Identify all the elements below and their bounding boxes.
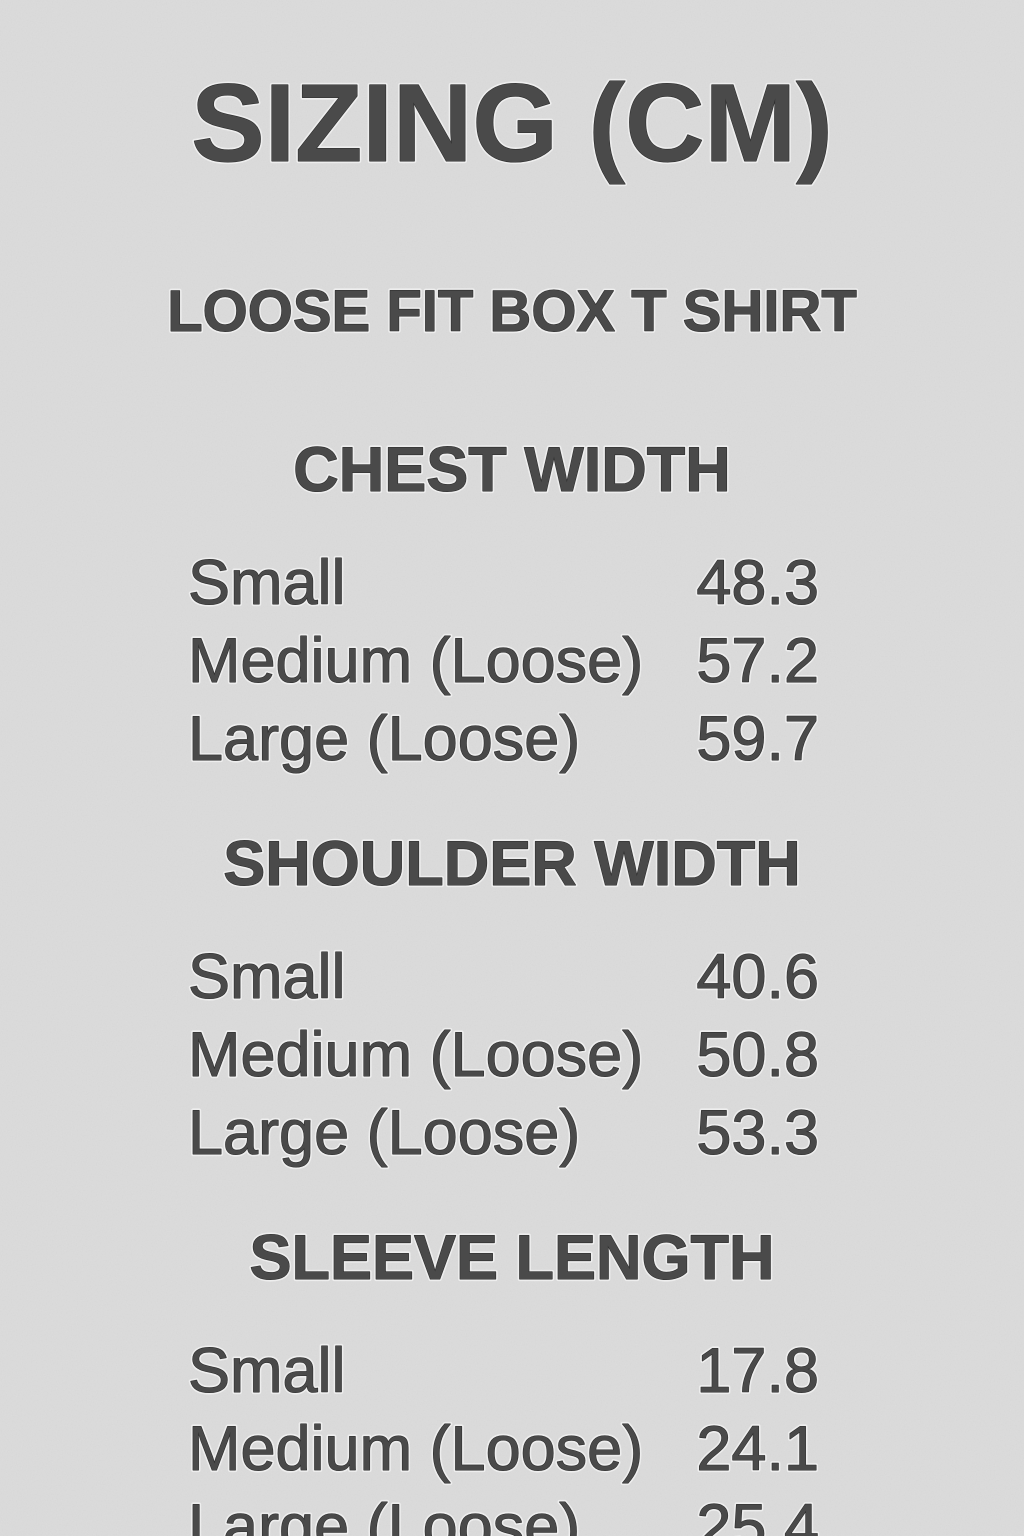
svg-text:40.6: 40.6	[696, 942, 819, 1012]
svg-text:48.3: 48.3	[696, 548, 819, 618]
svg-text:24.1: 24.1	[696, 1414, 819, 1484]
svg-text:50.8: 50.8	[696, 1020, 819, 1090]
svg-text:Large (Loose): Large (Loose)	[188, 1098, 580, 1168]
svg-text:LOOSE FIT BOX T SHIRT: LOOSE FIT BOX T SHIRT	[167, 279, 857, 344]
svg-text:Small: Small	[188, 1336, 346, 1406]
svg-text:Medium (Loose): Medium (Loose)	[188, 1414, 643, 1484]
svg-text:53.3: 53.3	[696, 1098, 819, 1168]
svg-text:17.8: 17.8	[696, 1336, 819, 1406]
svg-text:Large (Loose): Large (Loose)	[188, 1492, 580, 1536]
svg-text:SIZING (CM): SIZING (CM)	[191, 62, 833, 185]
svg-text:Small: Small	[188, 942, 346, 1012]
svg-text:Medium (Loose): Medium (Loose)	[188, 1020, 643, 1090]
svg-text:SLEEVE LENGTH: SLEEVE LENGTH	[249, 1223, 774, 1293]
svg-text:57.2: 57.2	[696, 626, 819, 696]
svg-text:CHEST WIDTH: CHEST WIDTH	[293, 435, 730, 505]
svg-text:59.7: 59.7	[696, 704, 819, 774]
svg-text:Medium (Loose): Medium (Loose)	[188, 626, 643, 696]
svg-text:Large (Loose): Large (Loose)	[188, 704, 580, 774]
svg-text:Small: Small	[188, 548, 346, 618]
svg-text:25.4: 25.4	[696, 1492, 819, 1536]
svg-text:SHOULDER WIDTH: SHOULDER WIDTH	[223, 829, 800, 899]
